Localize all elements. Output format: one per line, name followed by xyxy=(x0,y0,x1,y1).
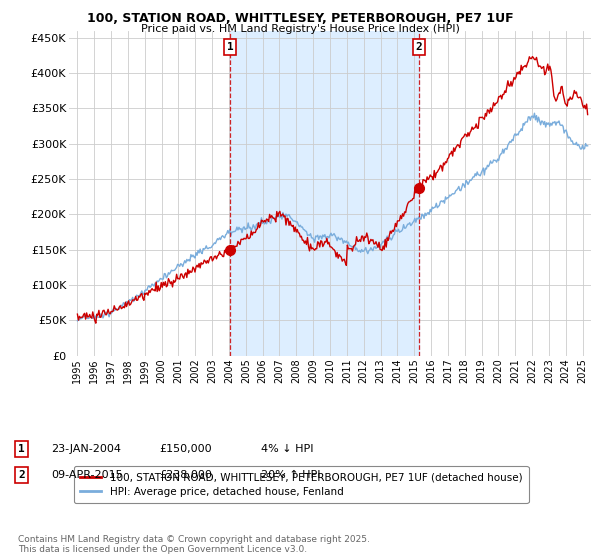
Text: 2: 2 xyxy=(416,42,422,52)
Text: 09-APR-2015: 09-APR-2015 xyxy=(51,470,122,480)
Bar xyxy=(230,31,419,356)
Text: 100, STATION ROAD, WHITTLESEY, PETERBOROUGH, PE7 1UF: 100, STATION ROAD, WHITTLESEY, PETERBORO… xyxy=(86,12,514,25)
Text: 4% ↓ HPI: 4% ↓ HPI xyxy=(261,444,314,454)
Text: 2: 2 xyxy=(18,470,25,480)
Text: Price paid vs. HM Land Registry's House Price Index (HPI): Price paid vs. HM Land Registry's House … xyxy=(140,24,460,34)
Text: Contains HM Land Registry data © Crown copyright and database right 2025.
This d: Contains HM Land Registry data © Crown c… xyxy=(18,535,370,554)
Legend: 100, STATION ROAD, WHITTLESEY, PETERBOROUGH, PE7 1UF (detached house), HPI: Aver: 100, STATION ROAD, WHITTLESEY, PETERBORO… xyxy=(74,466,529,503)
Text: 20% ↑ HPI: 20% ↑ HPI xyxy=(261,470,320,480)
Text: £238,000: £238,000 xyxy=(159,470,212,480)
Text: 1: 1 xyxy=(227,42,233,52)
Text: £150,000: £150,000 xyxy=(159,444,212,454)
Text: 1: 1 xyxy=(18,444,25,454)
Text: 23-JAN-2004: 23-JAN-2004 xyxy=(51,444,121,454)
